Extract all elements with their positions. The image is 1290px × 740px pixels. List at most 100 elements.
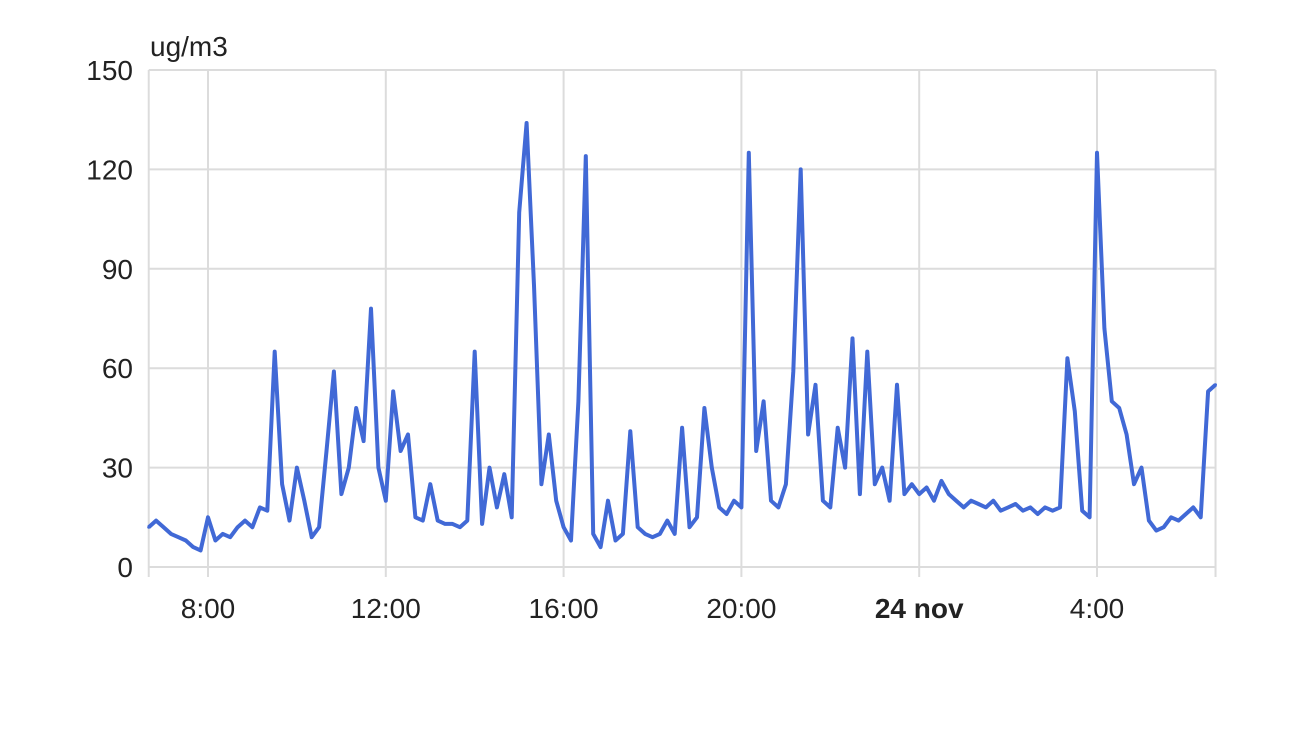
data-point	[384, 499, 388, 503]
data-point	[658, 532, 662, 536]
data-point	[1110, 399, 1114, 403]
data-point	[865, 350, 869, 354]
data-point	[154, 519, 158, 523]
data-point	[265, 509, 269, 513]
data-point	[821, 499, 825, 503]
data-point	[562, 525, 566, 529]
data-point	[369, 307, 373, 311]
data-point	[688, 525, 691, 529]
data-point	[828, 505, 832, 509]
data-point	[554, 499, 558, 503]
data-point	[1169, 515, 1173, 519]
data-point	[917, 492, 921, 496]
data-point	[843, 466, 847, 470]
data-point	[376, 466, 380, 470]
data-point	[280, 482, 284, 486]
data-point	[606, 499, 610, 503]
x-tick-label: 4:00	[1070, 593, 1125, 624]
data-point	[651, 535, 654, 539]
data-point	[1014, 502, 1017, 506]
data-point	[814, 383, 817, 387]
data-point	[977, 502, 980, 506]
data-point	[954, 499, 958, 503]
data-point	[176, 535, 180, 539]
data-point	[221, 532, 225, 536]
data-point	[539, 482, 543, 486]
data-point	[806, 433, 810, 436]
x-tick-label: 8:00	[181, 593, 236, 624]
data-point	[628, 429, 632, 433]
data-point	[465, 519, 469, 523]
data-point	[636, 525, 640, 529]
data-point	[451, 522, 454, 526]
data-point	[502, 472, 506, 476]
data-point	[206, 515, 210, 519]
data-point	[599, 545, 603, 549]
data-point	[458, 525, 462, 529]
series	[147, 121, 1217, 553]
data-point	[1028, 505, 1032, 509]
data-point	[739, 505, 743, 509]
data-point	[250, 525, 254, 529]
data-point	[732, 499, 736, 503]
series-line	[147, 121, 1217, 553]
data-point	[1125, 433, 1129, 436]
data-point	[236, 525, 240, 529]
data-point	[243, 519, 247, 523]
data-point	[784, 482, 788, 486]
data-point	[762, 399, 766, 403]
data-point	[199, 548, 203, 552]
data-point	[984, 505, 988, 509]
data-point	[147, 525, 151, 529]
data-point	[532, 283, 536, 287]
data-point	[569, 539, 573, 542]
data-point	[1184, 512, 1188, 516]
data-point	[1140, 466, 1143, 470]
data-point	[191, 545, 195, 549]
data-point	[776, 505, 780, 509]
x-tick-label: 12:00	[351, 593, 421, 624]
data-point	[1021, 509, 1025, 513]
data-point	[302, 499, 306, 503]
y-tick-label: 120	[86, 154, 133, 185]
data-point	[1214, 383, 1217, 387]
data-point	[895, 383, 899, 387]
data-point	[673, 532, 677, 536]
data-point	[1199, 515, 1203, 519]
data-point	[999, 509, 1003, 513]
data-point	[1132, 482, 1136, 486]
data-point	[162, 525, 166, 529]
x-tick-label: 16:00	[529, 593, 599, 624]
data-point	[991, 499, 995, 503]
data-point	[362, 439, 366, 443]
data-point	[436, 519, 440, 523]
data-point	[1191, 505, 1195, 509]
data-point	[584, 154, 588, 158]
data-point	[325, 449, 328, 453]
data-point	[184, 539, 188, 542]
data-point	[702, 406, 706, 410]
data-point	[169, 532, 173, 536]
data-point	[932, 499, 936, 503]
data-point	[754, 449, 758, 453]
data-point	[295, 466, 299, 470]
y-tick-label: 30	[102, 453, 133, 484]
data-point	[1088, 515, 1092, 519]
data-point	[888, 499, 892, 503]
data-point	[962, 505, 966, 509]
data-point	[406, 433, 410, 436]
x-axis-ticks: 8:00 12:00 16:00 20:00 24 nov 4:00	[181, 593, 1125, 624]
data-point	[525, 121, 529, 125]
data-point	[473, 350, 477, 354]
data-point	[354, 406, 358, 410]
data-point	[332, 370, 336, 373]
data-point	[347, 466, 351, 470]
data-point	[851, 336, 854, 340]
data-point	[1006, 505, 1010, 509]
y-tick-label: 60	[102, 353, 133, 384]
data-point	[517, 211, 521, 214]
y-tick-label: 150	[86, 55, 133, 86]
data-point	[902, 492, 906, 496]
data-point	[695, 515, 699, 519]
